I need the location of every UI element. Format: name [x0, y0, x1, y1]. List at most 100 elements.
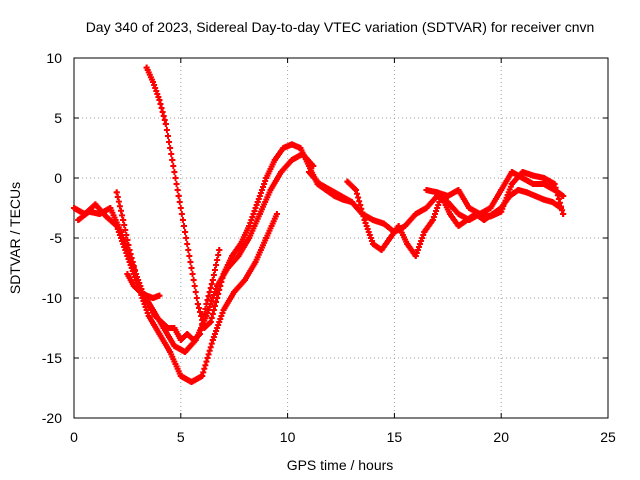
- y-axis-label: SDTVAR / TECUs: [7, 182, 23, 294]
- data-point: [216, 247, 223, 253]
- data-point: [464, 217, 471, 223]
- data-point: [361, 217, 368, 223]
- data-point: [199, 373, 206, 379]
- data-point: [288, 141, 295, 148]
- chart-title: Day 340 of 2023, Sidereal Day-to-day VTE…: [86, 19, 595, 35]
- data-point: [297, 145, 304, 151]
- y-tick-label: -5: [50, 230, 63, 246]
- x-tick-label: 15: [387, 429, 403, 445]
- series-track-3: [143, 64, 355, 331]
- data-point: [378, 247, 385, 253]
- data-point: [177, 373, 184, 379]
- axis-ticks: 0 5 10 15 20 25 -20 -15 -10 -5 0 5 10: [42, 50, 616, 445]
- y-tick-label: -20: [42, 410, 62, 426]
- data-point: [132, 271, 139, 277]
- data-point: [85, 208, 92, 215]
- data-point: [344, 178, 351, 185]
- data-point: [182, 349, 189, 355]
- data-point: [412, 253, 419, 259]
- data-point: [207, 319, 214, 325]
- data-point: [145, 313, 152, 319]
- data-point: [158, 319, 165, 325]
- series-track-2: [75, 151, 317, 355]
- data-point: [455, 223, 462, 229]
- data-point: [130, 283, 137, 289]
- data-point: [263, 235, 270, 241]
- y-tick-label: 10: [46, 50, 62, 66]
- data-point: [263, 175, 270, 181]
- data-point: [423, 187, 430, 193]
- data-point: [120, 217, 127, 223]
- data-point: [171, 343, 178, 349]
- data-point: [252, 259, 259, 265]
- data-point: [288, 157, 295, 163]
- data-point: [487, 213, 494, 220]
- x-tick-label: 0: [70, 429, 78, 445]
- data-point: [305, 163, 312, 169]
- x-axis-label: GPS time / hours: [287, 457, 394, 473]
- x-tick-label: 20: [493, 429, 509, 445]
- data-point: [171, 325, 178, 331]
- y-tick-label: -10: [42, 290, 62, 306]
- y-tick-label: 0: [54, 170, 62, 186]
- data-point: [169, 157, 176, 163]
- data-point: [508, 181, 515, 187]
- data-point: [126, 247, 133, 253]
- data-point: [523, 189, 530, 196]
- data-point: [220, 307, 227, 313]
- data-point: [203, 301, 210, 307]
- data-point: [530, 181, 537, 187]
- data-point: [107, 205, 114, 211]
- data-point: [498, 208, 505, 215]
- data-point: [156, 292, 163, 299]
- data-point: [487, 205, 494, 211]
- series-markers: [75, 151, 317, 355]
- data-point: [444, 193, 451, 199]
- data-point: [220, 271, 227, 277]
- data-point: [508, 169, 515, 175]
- data-point: [229, 253, 236, 259]
- data-point: [387, 235, 394, 241]
- data-point: [402, 223, 409, 229]
- data-point: [117, 229, 124, 235]
- data-point: [338, 193, 344, 199]
- data-point: [246, 223, 253, 229]
- data-point: [280, 145, 287, 151]
- data-point: [404, 241, 411, 247]
- data-point: [519, 175, 526, 181]
- data-point: [530, 172, 537, 179]
- data-point: [96, 211, 103, 217]
- series-track-8: [423, 169, 567, 220]
- data-series: [71, 64, 567, 385]
- data-point: [271, 157, 278, 163]
- data-point: [380, 220, 387, 227]
- data-point: [434, 189, 441, 196]
- data-point: [241, 277, 248, 283]
- data-point: [370, 217, 377, 223]
- data-point: [214, 295, 221, 301]
- data-point: [188, 379, 195, 385]
- data-point: [540, 175, 547, 181]
- data-point: [519, 169, 526, 175]
- data-point: [560, 193, 567, 199]
- data-point: [466, 205, 473, 211]
- series-markers: [143, 64, 355, 331]
- x-tick-label: 10: [280, 429, 296, 445]
- data-point: [540, 181, 547, 187]
- data-point: [124, 271, 131, 277]
- data-point: [235, 253, 242, 259]
- data-point: [254, 199, 261, 205]
- data-point: [143, 64, 150, 71]
- series-track-5: [124, 271, 163, 301]
- x-tick-label: 25: [600, 429, 616, 445]
- data-point: [188, 265, 195, 271]
- data-point: [209, 277, 216, 283]
- data-point: [152, 313, 159, 319]
- data-point: [209, 337, 216, 343]
- data-point: [92, 201, 99, 208]
- data-point: [560, 211, 567, 217]
- data-point: [182, 229, 189, 235]
- data-point: [256, 211, 263, 217]
- y-tick-label: -15: [42, 350, 62, 366]
